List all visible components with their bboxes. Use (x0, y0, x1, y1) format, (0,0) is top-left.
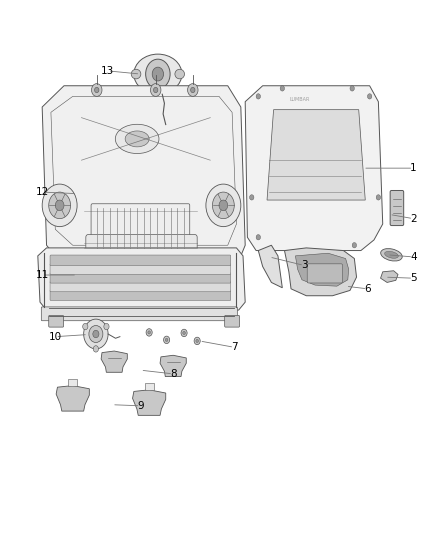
Text: 5: 5 (410, 273, 417, 283)
Polygon shape (133, 390, 166, 415)
Circle shape (152, 67, 163, 81)
Circle shape (153, 87, 158, 93)
Polygon shape (258, 245, 283, 288)
Circle shape (196, 340, 198, 343)
Ellipse shape (125, 131, 149, 147)
FancyBboxPatch shape (307, 264, 343, 283)
Polygon shape (245, 86, 383, 251)
Text: 6: 6 (364, 284, 371, 294)
Circle shape (367, 94, 372, 99)
Text: 13: 13 (101, 66, 114, 76)
FancyBboxPatch shape (225, 316, 240, 327)
Ellipse shape (385, 252, 398, 259)
Text: 11: 11 (35, 270, 49, 280)
Circle shape (55, 200, 64, 211)
Circle shape (350, 86, 354, 91)
FancyBboxPatch shape (49, 316, 64, 327)
Circle shape (83, 324, 88, 330)
Polygon shape (295, 253, 349, 286)
Polygon shape (381, 271, 398, 282)
FancyBboxPatch shape (41, 307, 237, 321)
Circle shape (256, 235, 261, 240)
Polygon shape (285, 248, 357, 296)
Circle shape (146, 59, 170, 89)
FancyBboxPatch shape (91, 204, 190, 252)
Circle shape (150, 84, 161, 96)
Polygon shape (145, 383, 153, 390)
Circle shape (89, 326, 103, 343)
Text: 9: 9 (137, 401, 144, 411)
FancyBboxPatch shape (390, 190, 404, 225)
Polygon shape (101, 351, 127, 372)
Text: 2: 2 (410, 214, 417, 224)
Circle shape (49, 192, 71, 219)
Polygon shape (42, 86, 245, 266)
Text: 8: 8 (170, 369, 177, 379)
Circle shape (165, 338, 168, 342)
Circle shape (93, 330, 99, 338)
Text: 10: 10 (49, 332, 62, 342)
Circle shape (194, 337, 200, 345)
Circle shape (148, 331, 150, 334)
Ellipse shape (115, 124, 159, 154)
Polygon shape (160, 356, 186, 376)
Circle shape (146, 329, 152, 336)
Circle shape (352, 243, 357, 248)
Ellipse shape (175, 69, 184, 79)
Circle shape (256, 94, 261, 99)
Polygon shape (38, 248, 245, 310)
Circle shape (206, 184, 241, 227)
Ellipse shape (381, 248, 402, 261)
Polygon shape (68, 379, 77, 385)
Polygon shape (267, 110, 365, 200)
Circle shape (376, 195, 381, 200)
Polygon shape (56, 385, 89, 411)
FancyBboxPatch shape (50, 255, 231, 265)
Text: 7: 7 (231, 342, 237, 352)
Circle shape (191, 87, 195, 93)
Circle shape (163, 336, 170, 344)
Ellipse shape (131, 69, 141, 79)
Circle shape (212, 192, 234, 219)
Ellipse shape (134, 54, 182, 94)
Circle shape (183, 332, 185, 335)
Text: 12: 12 (35, 187, 49, 197)
FancyBboxPatch shape (50, 272, 231, 283)
Circle shape (250, 195, 254, 200)
Circle shape (219, 200, 228, 211)
FancyBboxPatch shape (50, 281, 231, 292)
Text: 4: 4 (410, 252, 417, 262)
Text: 3: 3 (301, 261, 307, 270)
FancyBboxPatch shape (50, 290, 231, 301)
Circle shape (42, 184, 77, 227)
FancyBboxPatch shape (86, 235, 197, 264)
Circle shape (92, 84, 102, 96)
Circle shape (104, 324, 109, 330)
Circle shape (93, 346, 99, 352)
Circle shape (84, 319, 108, 349)
Circle shape (280, 86, 285, 91)
Circle shape (95, 87, 99, 93)
Circle shape (187, 84, 198, 96)
Text: LUMBAR: LUMBAR (290, 96, 310, 102)
Text: 1: 1 (410, 163, 417, 173)
FancyBboxPatch shape (50, 264, 231, 274)
Circle shape (181, 329, 187, 337)
